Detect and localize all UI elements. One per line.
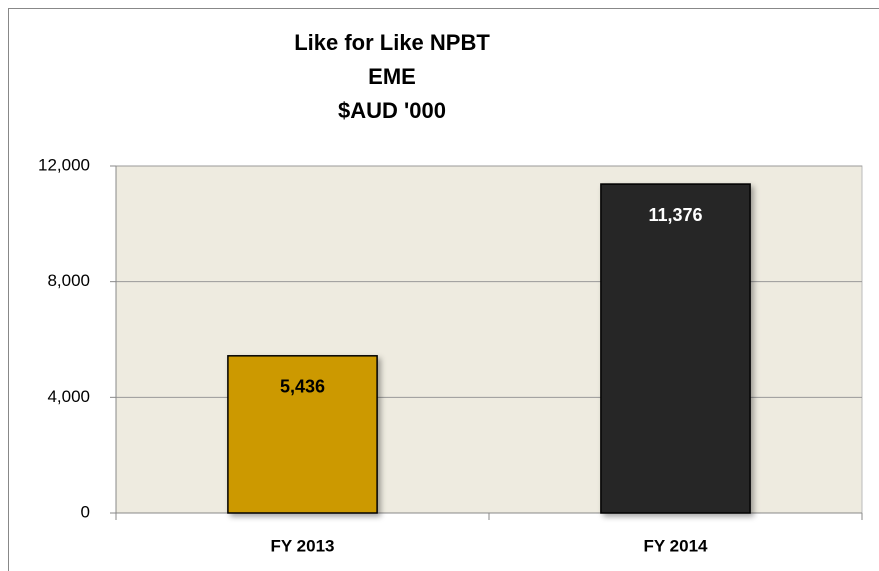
x-tick-label: FY 2014 bbox=[644, 536, 709, 555]
bar bbox=[600, 183, 751, 514]
y-tick-label: 0 bbox=[81, 502, 90, 521]
chart-title: $AUD '000 bbox=[338, 98, 446, 123]
y-tick-label: 8,000 bbox=[47, 271, 90, 290]
value-label: 11,376 bbox=[648, 205, 702, 225]
y-tick-label: 4,000 bbox=[47, 387, 90, 406]
bar bbox=[227, 355, 378, 514]
chart-title: EME bbox=[368, 64, 416, 89]
chart-title: Like for Like NPBT bbox=[294, 30, 490, 55]
y-tick-label: 12,000 bbox=[38, 155, 90, 174]
x-tick-label: FY 2013 bbox=[271, 536, 335, 555]
value-label: 5,436 bbox=[280, 377, 325, 397]
